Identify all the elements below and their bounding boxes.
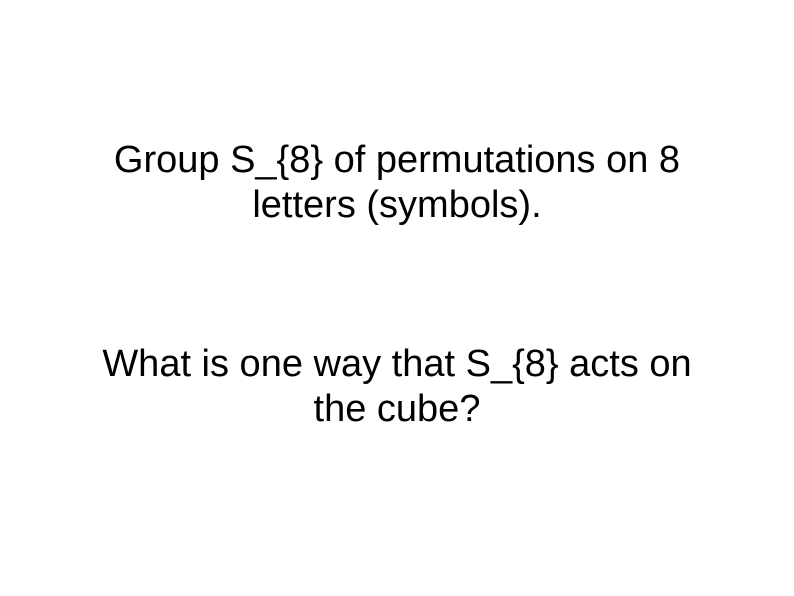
paragraph-1-line-2: letters (symbols). [0,183,794,228]
paragraph-1: Group S_{8} of permutations on 8 letters… [0,138,794,228]
paragraph-2-line-1: What is one way that S_{8} acts on [0,342,794,387]
paragraph-2-line-2: the cube? [0,387,794,432]
paragraph-1-line-1: Group S_{8} of permutations on 8 [0,138,794,183]
paragraph-2: What is one way that S_{8} acts on the c… [0,342,794,432]
slide: Group S_{8} of permutations on 8 letters… [0,0,794,596]
